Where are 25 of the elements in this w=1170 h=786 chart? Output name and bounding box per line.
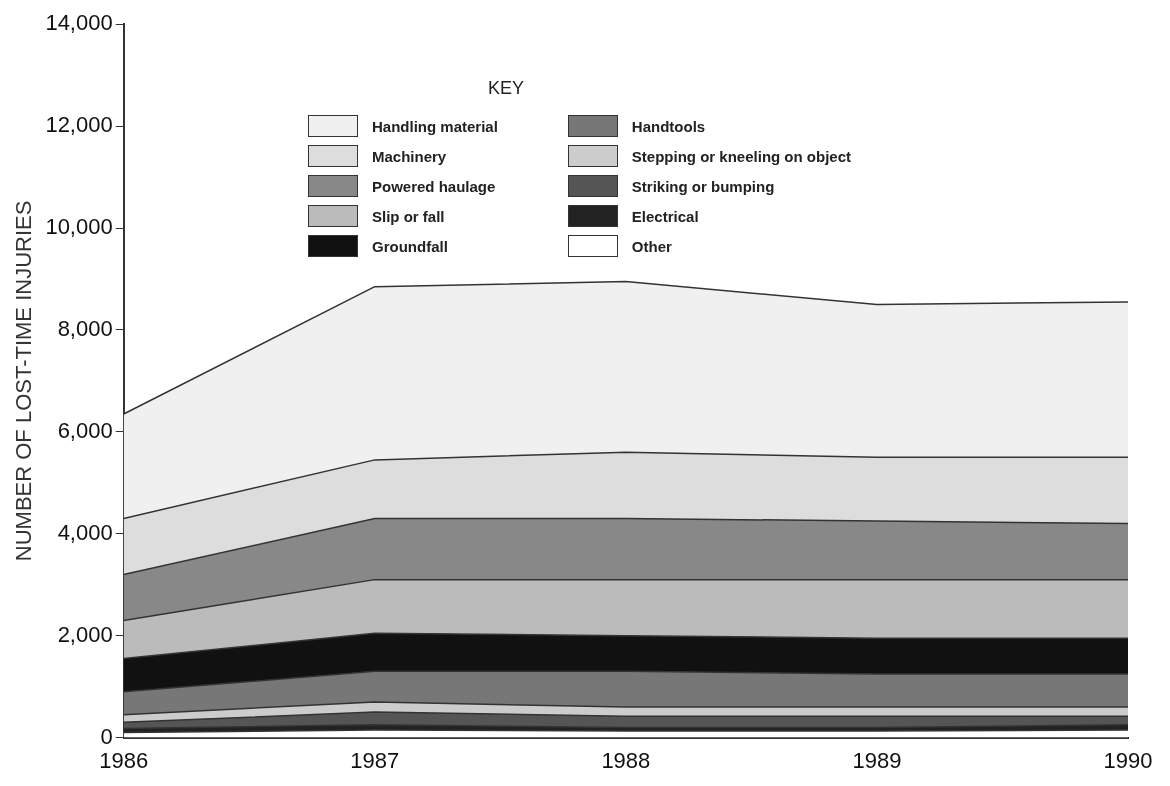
legend-label: Machinery — [372, 147, 447, 165]
legend-label: Groundfall — [372, 237, 448, 255]
legend-label: Powered haulage — [372, 177, 496, 195]
y-tick-label: 0 — [100, 723, 113, 749]
x-tick-label: 1988 — [601, 747, 651, 773]
legend-label: Handling material — [372, 117, 498, 135]
y-tick-label: 4,000 — [57, 519, 113, 545]
x-tick-label: 1990 — [1103, 747, 1153, 773]
legend-label: Handtools — [631, 117, 706, 135]
x-tick-label: 1986 — [99, 747, 149, 773]
legend-label: Electrical — [631, 207, 699, 225]
y-axis-title: NUMBER OF LOST-TIME INJURIES — [11, 200, 37, 562]
y-tick-label: 8,000 — [57, 316, 113, 342]
y-tick-label: 12,000 — [45, 112, 113, 138]
y-tick-label: 10,000 — [45, 214, 113, 240]
legend-label: Slip or fall — [372, 207, 445, 225]
legend-label: Stepping or kneeling on object — [631, 147, 852, 165]
x-tick-label: 1989 — [852, 747, 902, 773]
y-tick-label: 2,000 — [57, 621, 113, 647]
legend-label: Striking or bumping — [631, 177, 775, 195]
x-tick-label: 1987 — [350, 747, 400, 773]
legend-label: Other — [631, 237, 672, 255]
legend-title: KEY — [488, 78, 526, 99]
y-tick-label: 6,000 — [57, 417, 113, 443]
y-tick-label: 14,000 — [45, 10, 113, 36]
